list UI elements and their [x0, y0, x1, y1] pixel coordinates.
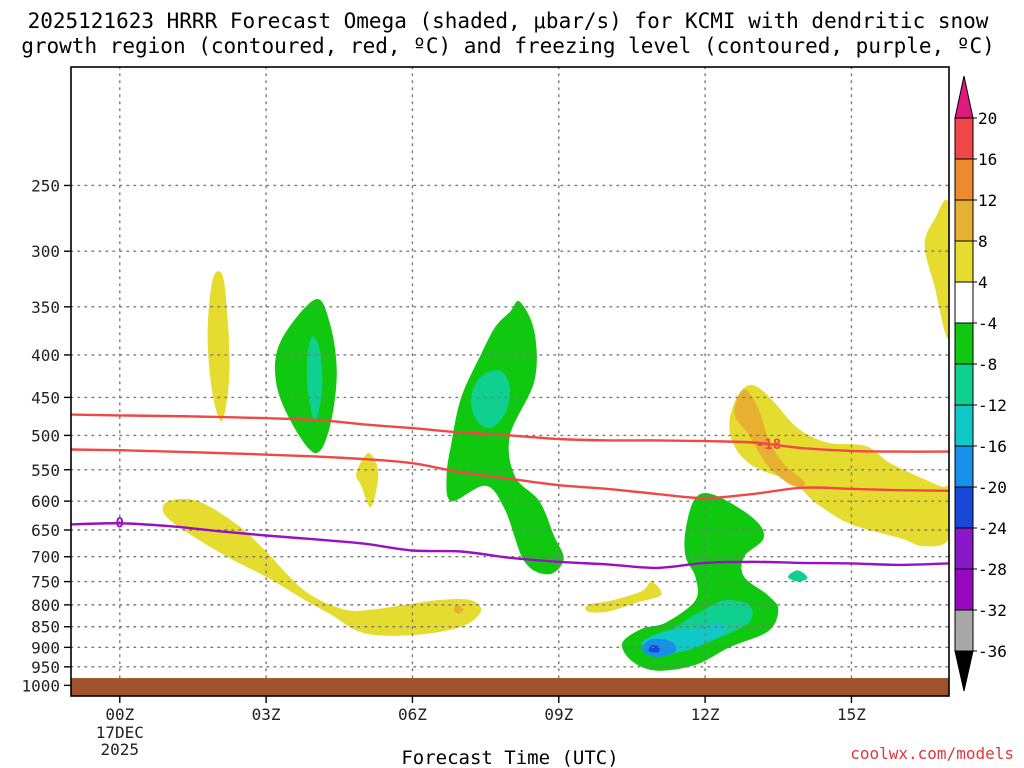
x-tick-label-00Z: 00Z	[105, 705, 134, 724]
ground-strip	[71, 678, 949, 696]
omega-region-12	[648, 644, 660, 653]
colorbar-bin-7	[954, 404, 974, 447]
colorbar-label-12: -32	[978, 601, 1007, 620]
y-tick-label-600: 600	[31, 492, 60, 511]
y-tick-label-1000: 1000	[21, 676, 60, 695]
temperature-contours: -18 0	[71, 413, 949, 570]
colorbar-label-0: 20	[978, 109, 997, 128]
plot-border	[70, 66, 950, 697]
colorbar-label-7: -12	[978, 396, 1007, 415]
y-tick-label-250: 250	[31, 176, 60, 195]
colorbar-bin-4	[954, 281, 974, 324]
y-tick-label-650: 650	[31, 521, 60, 540]
chart-title-line-1: 2025121623 HRRR Forecast Omega (shaded, …	[28, 9, 989, 33]
colorbar-bin-3	[954, 240, 974, 283]
colorbar-bottom-arrow	[954, 650, 974, 692]
y-axis: 2503003504004505005506006507007508008509…	[21, 176, 71, 695]
colorbar: 20 16 12 8 4 -4 -8 -12 -16 -20 -24 -28 -32 -36	[954, 75, 1007, 692]
x-tick-label-06Z: 06Z	[398, 705, 427, 724]
y-tick-label-550: 550	[31, 461, 60, 480]
x-tick-label-03Z: 03Z	[252, 705, 281, 724]
omega-region-15	[924, 199, 949, 339]
colorbar-label-8: -16	[978, 437, 1007, 456]
colorbar-bin-8	[954, 445, 974, 488]
y-tick-label-800: 800	[31, 596, 60, 615]
x-tick-label-09Z: 09Z	[544, 705, 573, 724]
omega-region-2	[306, 336, 323, 421]
y-tick-label-400: 400	[31, 346, 60, 365]
contour-label-freezing-level: 0	[116, 516, 124, 532]
contour-label-dgz-minus-18: -18	[756, 437, 781, 453]
y-tick-label-900: 900	[31, 638, 60, 657]
plot-frame	[70, 66, 950, 697]
y-tick-label-300: 300	[31, 242, 60, 261]
omega-region-1	[274, 299, 337, 454]
colorbar-bin-5	[954, 322, 974, 365]
omega-region-5	[470, 370, 511, 429]
y-tick-label-850: 850	[31, 618, 60, 637]
omega-region-7	[453, 604, 464, 614]
colorbar-label-13: -36	[978, 642, 1007, 661]
x-tick-label-12Z: 12Z	[691, 705, 720, 724]
colorbar-bin-1	[954, 158, 974, 201]
contour-freezing-level	[71, 522, 949, 570]
colorbar-label-9: -20	[978, 478, 1007, 497]
x-tick-label-15Z: 15Z	[837, 705, 866, 724]
omega-region-4	[446, 300, 564, 575]
colorbar-bin-9	[954, 486, 974, 529]
ground-layer	[71, 678, 949, 696]
colorbar-label-5: -4	[978, 314, 997, 333]
colorbar-label-10: -24	[978, 519, 1007, 538]
colorbar-bin-11	[954, 568, 974, 611]
y-tick-label-950: 950	[31, 658, 60, 677]
colorbar-label-11: -28	[978, 560, 1007, 579]
y-tick-label-450: 450	[31, 388, 60, 407]
colorbar-bin-0	[954, 117, 974, 160]
x-date-label-year: 2025	[101, 740, 140, 759]
chart-title-line-2: growth region (contoured, red, ºC) and f…	[21, 34, 995, 58]
omega-region-13	[729, 384, 949, 547]
omega-region-17	[788, 570, 808, 582]
contour-dgz-minus-18	[71, 448, 949, 500]
credit-text: coolwx.com/models	[850, 744, 1014, 763]
gridlines	[71, 67, 949, 696]
x-date-label-day: 17DEC	[96, 723, 144, 742]
omega-region-14	[734, 389, 806, 488]
colorbar-top-arrow	[954, 75, 974, 119]
y-tick-label-750: 750	[31, 573, 60, 592]
colorbar-label-4: 4	[978, 273, 988, 292]
omega-region-3	[356, 453, 379, 508]
colorbar-label-3: 8	[978, 232, 988, 251]
colorbar-bin-2	[954, 199, 974, 242]
y-tick-label-500: 500	[31, 426, 60, 445]
contour-dgz-minus-12	[71, 413, 949, 453]
x-axis-label: Forecast Time (UTC)	[401, 747, 618, 768]
colorbar-label-2: 12	[978, 191, 997, 210]
colorbar-bin-6	[954, 363, 974, 406]
colorbar-label-1: 16	[978, 150, 997, 169]
colorbar-label-6: -8	[978, 355, 997, 374]
colorbar-bin-12	[954, 609, 974, 652]
y-tick-label-350: 350	[31, 298, 60, 317]
y-tick-label-700: 700	[31, 548, 60, 567]
omega-region-0	[207, 271, 230, 422]
colorbar-bin-10	[954, 527, 974, 570]
